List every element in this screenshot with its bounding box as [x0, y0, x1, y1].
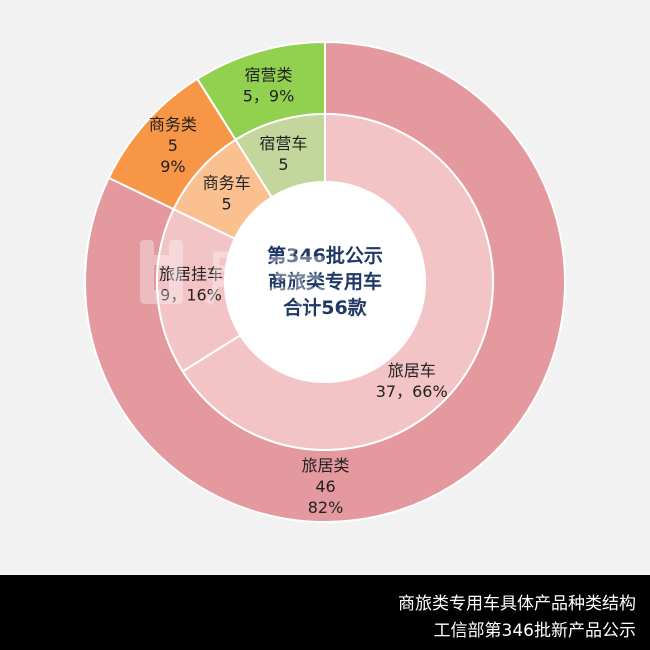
nested-donut-chart: 旅居类 46 82% 商务类 5 9% 宿营类 5，9% 旅居车 37，66% 旅居挂车 9，16% 商… — [84, 40, 566, 523]
inner-label-3-line-2: 5 — [221, 195, 231, 214]
caption-line-2: 工信部第346批新产品公示 — [433, 621, 636, 641]
outer-label-3-line-2: 5，9% — [243, 86, 295, 105]
donut-center-disc — [224, 181, 426, 383]
outer-label-1: 旅居类 46 82% — [302, 456, 350, 517]
inner-label-1-line-1: 旅居车 — [388, 361, 436, 380]
outer-label-3-line-1: 宿营类 — [245, 65, 293, 84]
inner-label-1-line-2: 37，66% — [376, 382, 448, 401]
inner-label-1: 旅居车 37，66% — [376, 361, 448, 401]
inner-label-2-line-2: 9，16% — [160, 285, 222, 304]
center-title-line-3: 合计56款 — [283, 296, 367, 319]
outer-label-1-line-3: 82% — [308, 498, 344, 517]
caption-footer: 商旅类专用车具体产品种类结构 工信部第346批新产品公示 — [0, 575, 650, 650]
inner-label-3-line-1: 商务车 — [203, 174, 251, 193]
inner-label-4: 宿营车 5 — [259, 134, 307, 174]
outer-label-2-line-3: 9% — [160, 157, 185, 176]
outer-label-1-line-1: 旅居类 — [302, 456, 350, 475]
outer-label-2-line-2: 5 — [168, 136, 178, 155]
inner-label-4-line-1: 宿营车 — [259, 134, 307, 153]
inner-label-3: 商务车 5 — [203, 174, 251, 214]
center-title-line-1: 第346批公示 — [267, 244, 383, 267]
inner-label-2: 旅居挂车 9，16% — [159, 264, 223, 304]
caption-line-1: 商旅类专用车具体产品种类结构 — [398, 594, 636, 614]
chart-area: 旅居类 46 82% 商务类 5 9% 宿营类 5，9% 旅居车 37，66% 旅居挂车 9，16% 商… — [84, 40, 566, 523]
center-title-line-2: 商旅类专用车 — [268, 270, 382, 293]
inner-label-4-line-2: 5 — [278, 155, 288, 174]
outer-label-3: 宿营类 5，9% — [243, 65, 295, 105]
outer-label-2-line-1: 商务类 — [149, 115, 197, 134]
inner-label-2-line-1: 旅居挂车 — [159, 264, 223, 283]
outer-label-1-line-2: 46 — [315, 477, 335, 496]
outer-label-2: 商务类 5 9% — [149, 115, 197, 176]
